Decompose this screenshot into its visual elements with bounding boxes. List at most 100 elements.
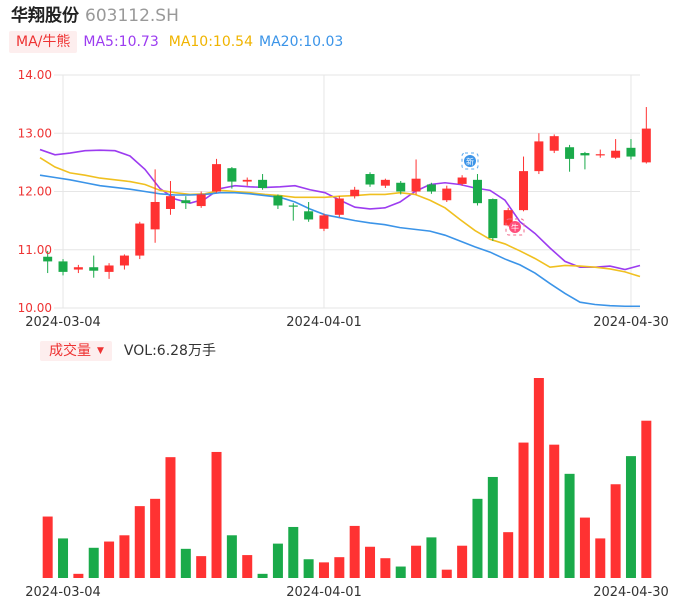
candle-body <box>288 205 298 207</box>
candle-body <box>334 198 344 215</box>
candle-body <box>119 255 129 266</box>
candle-body <box>304 211 314 220</box>
ma-indicator-tag[interactable]: MA/牛熊 <box>9 31 78 53</box>
candle-body <box>396 182 406 192</box>
volume-bar <box>564 473 575 578</box>
volume-bar <box>73 573 84 578</box>
volume-bar <box>503 532 514 578</box>
candle-body <box>565 147 575 159</box>
candle <box>58 259 68 276</box>
candle-body <box>519 171 529 211</box>
candle <box>350 186 360 199</box>
ma-lines <box>39 148 641 308</box>
date-tick-label: 2024-04-30 <box>593 315 669 330</box>
candle <box>580 151 590 170</box>
candle-body <box>411 178 421 192</box>
volume-bar <box>226 535 237 578</box>
stock-header: 华翔股份 603112.SH <box>11 4 179 28</box>
candle <box>519 156 529 212</box>
badge-bull-text: 牛 <box>511 223 519 233</box>
candle-body <box>43 256 53 262</box>
volume-bar <box>196 556 207 578</box>
price-tick-label: 13.00 <box>18 126 52 140</box>
candle-body <box>365 174 375 185</box>
candle <box>258 174 268 190</box>
candle-body <box>442 188 452 201</box>
candle-body <box>472 179 482 204</box>
candle <box>150 169 160 243</box>
candle-body <box>350 189 360 197</box>
stock-name: 华翔股份 <box>11 6 79 26</box>
candle <box>411 159 421 195</box>
volume-bar <box>625 456 636 578</box>
candle <box>641 107 651 164</box>
ma20-label: MA20:10.03 <box>259 34 344 50</box>
date-tick-label: 2024-04-30 <box>593 585 669 600</box>
candle <box>181 196 191 209</box>
volume-bar <box>349 525 360 578</box>
volume-bar <box>288 526 299 578</box>
volume-bar <box>42 516 53 578</box>
price-tick-label: 10.00 <box>18 301 52 315</box>
candle-body <box>319 215 329 229</box>
candle-body <box>503 210 513 226</box>
ma10-label: MA10:10.54 <box>168 34 254 50</box>
candle-body <box>196 194 206 207</box>
candle-body <box>89 267 99 271</box>
volume-bar <box>257 573 268 578</box>
volume-bar <box>518 442 529 578</box>
volume-bar <box>365 546 376 578</box>
candle <box>396 181 406 195</box>
candle-body <box>242 179 252 182</box>
candle <box>104 263 114 279</box>
candle-body <box>258 179 268 189</box>
volume-bar <box>610 484 621 578</box>
volume-bar <box>595 538 606 578</box>
volume-bar <box>318 562 329 578</box>
candle <box>227 167 237 189</box>
candle <box>442 185 452 202</box>
volume-bar <box>303 559 314 578</box>
candle <box>334 196 344 218</box>
price-tick-label: 12.00 <box>18 185 52 199</box>
candlesticks <box>43 107 651 279</box>
volume-bars <box>42 378 652 578</box>
volume-bar <box>457 545 468 578</box>
candle-body <box>626 147 636 157</box>
candle <box>472 174 482 206</box>
candle <box>626 139 636 160</box>
ma-legend: MA/牛熊 MA5:10.73 MA10:10.54 MA20:10.03 <box>9 31 343 55</box>
date-axis: 2024-03-04 2024-04-01 2024-04-30 2024-03-04… <box>25 315 669 600</box>
volume-bar <box>165 457 176 578</box>
volume-indicator-dropdown[interactable]: 成交量 ▼ <box>40 341 112 361</box>
candle-body <box>488 199 498 239</box>
candle-body <box>457 177 467 184</box>
candle-body <box>611 150 621 158</box>
volume-bar <box>272 543 283 578</box>
new-signal-badge: 新 <box>461 152 479 170</box>
candle <box>89 255 99 278</box>
ma5-label: MA5:10.73 <box>83 34 159 50</box>
volume-value: VOL:6.28万手 <box>123 343 216 359</box>
volume-bar <box>334 557 345 578</box>
candle-body <box>104 265 114 272</box>
date-tick-label: 2024-03-04 <box>25 585 101 600</box>
volume-bar <box>104 541 115 578</box>
stock-code: 603112.SH <box>85 6 179 26</box>
candle <box>165 181 175 215</box>
candle <box>503 207 513 227</box>
candle-body <box>73 267 83 270</box>
candle <box>319 213 329 232</box>
candle <box>457 175 467 186</box>
candle-body <box>380 179 390 186</box>
volume-bar <box>242 555 253 578</box>
badge-dot <box>509 221 521 233</box>
candle-body <box>273 195 283 206</box>
candle <box>242 177 252 186</box>
candle-body <box>549 136 559 151</box>
candle <box>288 203 298 221</box>
price-tick-label: 14.00 <box>18 68 52 82</box>
volume-bar <box>180 548 191 578</box>
volume-bar <box>211 451 222 578</box>
